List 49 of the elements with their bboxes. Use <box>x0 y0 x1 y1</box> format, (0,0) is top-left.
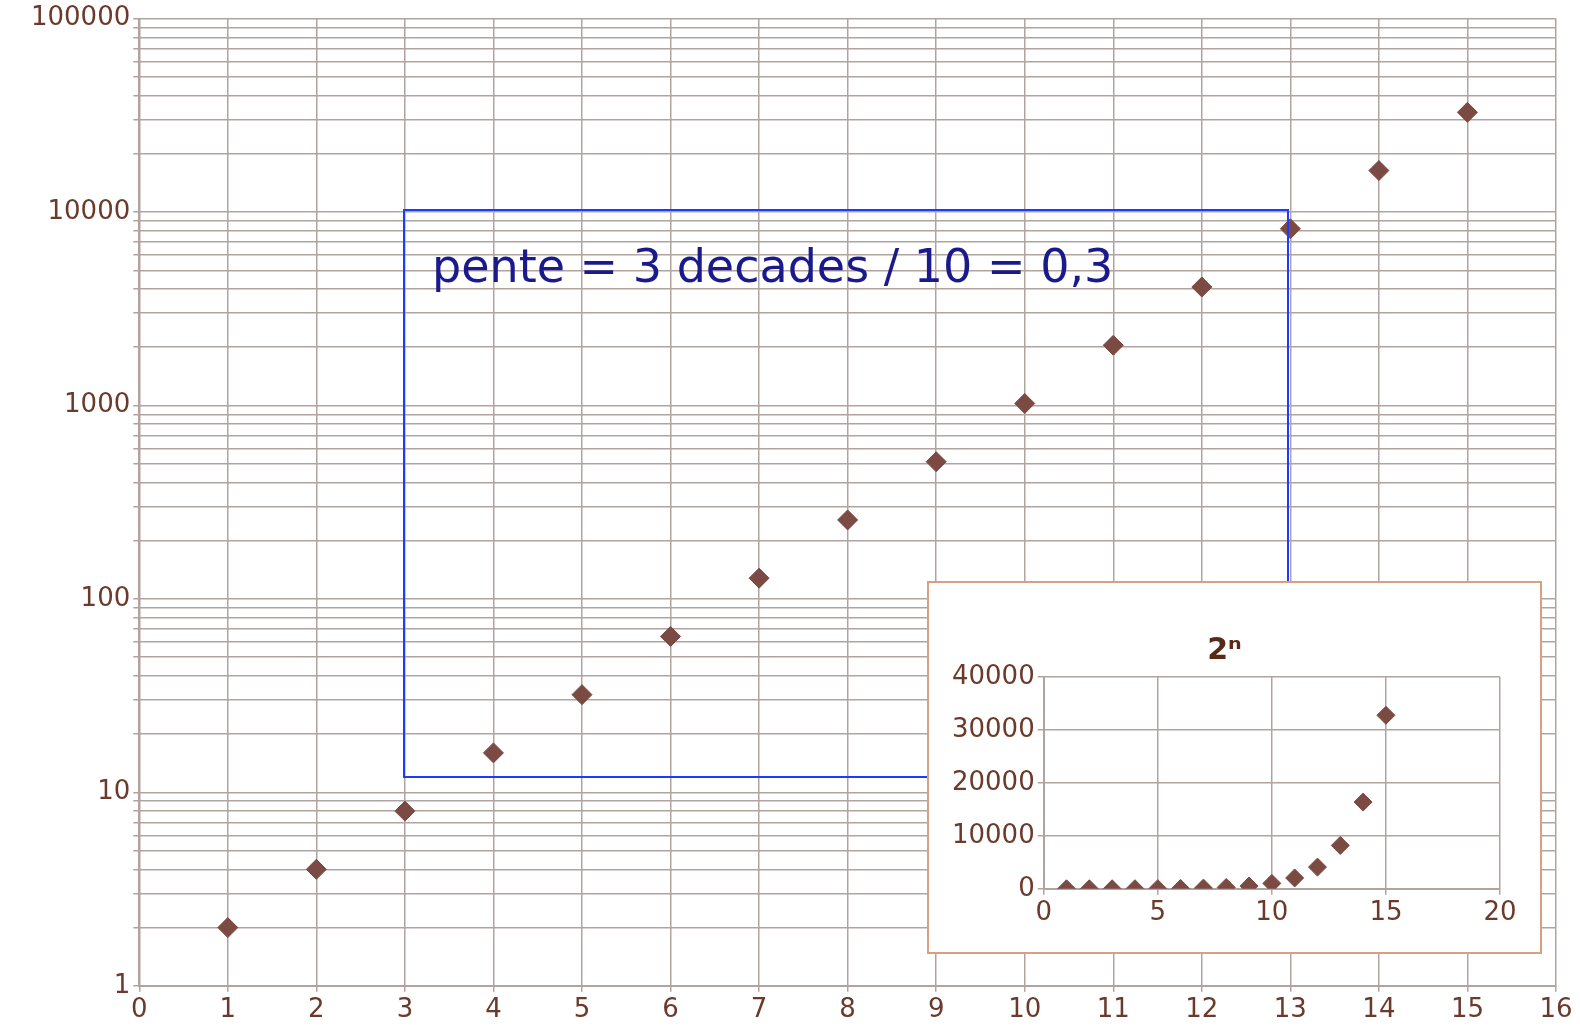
point <box>1191 276 1213 298</box>
x-tick-label: 5 <box>573 993 591 1024</box>
x-tick-label: 4 <box>485 993 502 1024</box>
point <box>217 917 239 939</box>
y-tick-label: 100 <box>80 581 131 612</box>
x-tick-label: 12 <box>1185 993 1219 1024</box>
y-tick-label: 1 <box>113 968 131 999</box>
y-tick-label: 30000 <box>951 712 1035 743</box>
y-tick-label: 0 <box>1018 871 1035 902</box>
x-tick-label: 11 <box>1096 993 1130 1024</box>
y-tick-label: 10 <box>97 775 131 806</box>
x-tick-label: 1 <box>219 993 237 1024</box>
chart-title: 2ⁿ <box>1207 630 1242 666</box>
x-tick-label: 9 <box>927 993 945 1024</box>
point <box>394 800 416 822</box>
point <box>1368 160 1390 182</box>
y-tick-label: 10000 <box>951 818 1035 849</box>
y-tick-label: 100000 <box>30 1 131 32</box>
point <box>660 625 682 647</box>
point <box>1102 334 1124 356</box>
annotation: pente = 3 decades / 10 = 0,3 <box>432 239 1114 293</box>
x-tick-label: 15 <box>1450 993 1484 1024</box>
x-tick-label: 20 <box>1483 896 1517 927</box>
point <box>748 567 770 589</box>
x-tick-label: 2 <box>308 993 325 1024</box>
x-tick-label: 6 <box>662 993 679 1024</box>
x-tick-label: 14 <box>1362 993 1396 1024</box>
x-tick-label: 8 <box>839 993 856 1024</box>
point <box>1014 392 1036 414</box>
y-tick-label: 40000 <box>951 659 1035 690</box>
x-tick-label: 7 <box>750 993 768 1024</box>
x-tick-label: 13 <box>1273 993 1307 1024</box>
point <box>1279 218 1301 240</box>
point <box>571 684 593 706</box>
y-tick-label: 1000 <box>64 388 131 419</box>
point <box>1353 792 1373 812</box>
point <box>1376 705 1396 725</box>
point <box>305 858 327 880</box>
x-tick-label: 16 <box>1539 993 1573 1024</box>
y-tick-label: 10000 <box>47 194 131 225</box>
y-tick-label: 20000 <box>951 765 1035 796</box>
x-tick-label: 10 <box>1255 896 1289 927</box>
x-tick-label: 5 <box>1149 896 1167 927</box>
x-tick-label: 3 <box>396 993 414 1024</box>
point <box>1456 101 1478 123</box>
point <box>837 509 859 531</box>
x-tick-label: 15 <box>1369 896 1403 927</box>
point <box>925 451 947 473</box>
point <box>482 742 504 764</box>
